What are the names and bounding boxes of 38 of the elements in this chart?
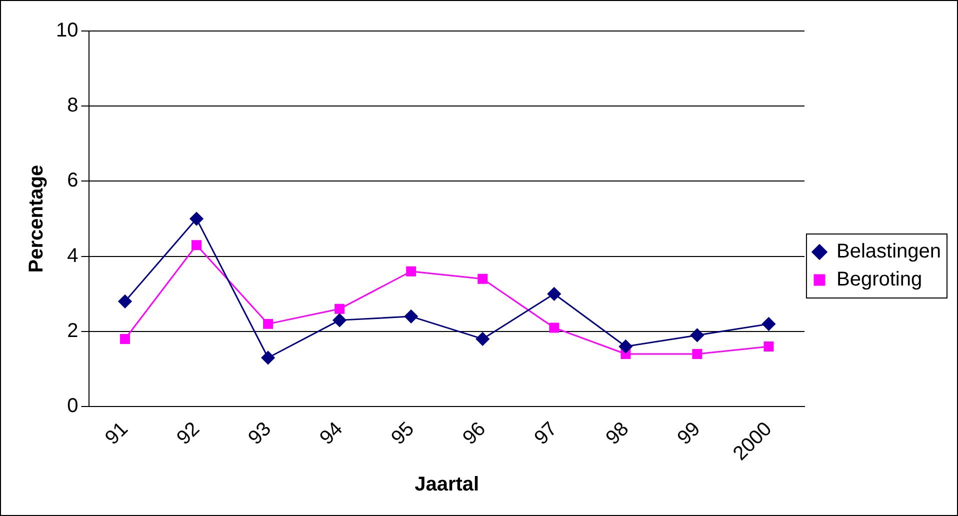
y-tick-label: 0	[67, 395, 78, 418]
legend-label: Belastingen	[836, 240, 942, 263]
point	[478, 274, 488, 284]
y-tick-label: 4	[67, 244, 78, 267]
y-tick-label: 8	[67, 94, 78, 117]
point	[404, 310, 418, 324]
y-tick-label: 2	[67, 320, 78, 342]
y-tick-label: 6	[67, 170, 78, 192]
point	[332, 313, 346, 327]
legend-label: Begroting	[836, 268, 922, 291]
x-tick-label: 97	[530, 418, 562, 450]
x-tick-label: 93	[244, 418, 276, 450]
x-tick-label: 91	[101, 418, 132, 450]
x-axis-title: Jaartal	[414, 474, 480, 496]
x-tick-label: 98	[602, 418, 634, 450]
point	[334, 304, 345, 314]
point	[549, 322, 560, 333]
x-tick-label: 95	[387, 418, 419, 450]
point	[476, 332, 490, 346]
point	[192, 240, 202, 250]
point	[118, 294, 132, 308]
x-tick-label: 96	[458, 418, 490, 450]
point	[547, 287, 561, 301]
x-tick-label: 92	[172, 418, 204, 450]
point	[120, 334, 130, 344]
point	[261, 350, 275, 364]
point	[692, 348, 702, 359]
point	[762, 317, 776, 331]
point	[406, 266, 416, 276]
point	[618, 340, 632, 354]
y-axis-title: Percentage	[26, 164, 48, 273]
point	[690, 328, 704, 342]
point	[190, 212, 204, 226]
point	[764, 341, 774, 352]
x-tick-label: 94	[316, 418, 348, 450]
point	[263, 318, 274, 329]
y-tick-label: 10	[56, 20, 78, 42]
x-tick-label: 99	[673, 418, 705, 450]
